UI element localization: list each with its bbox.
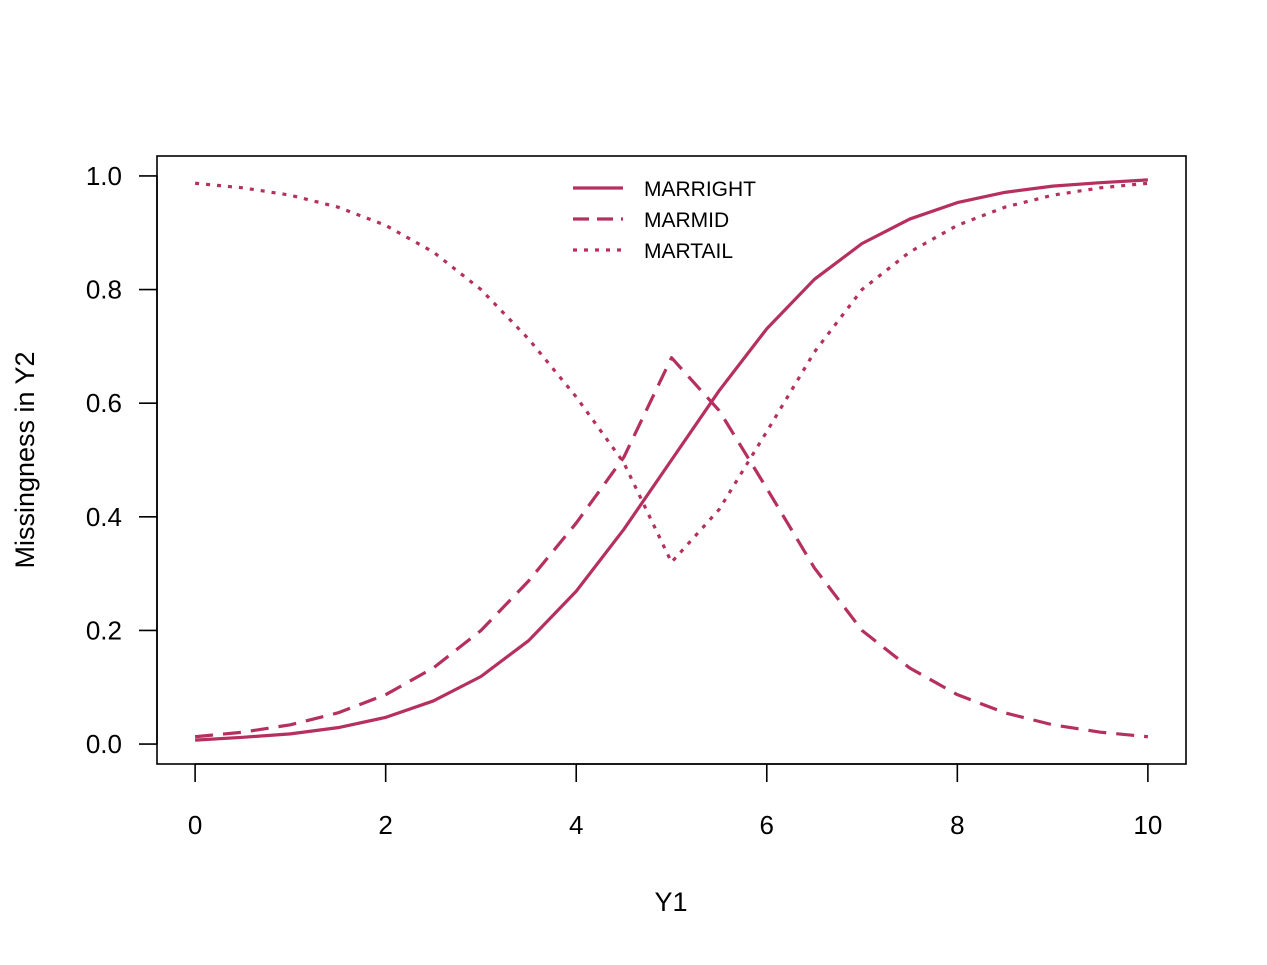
legend-label-martail: MARTAIL — [644, 240, 733, 263]
y-tick-label: 0.4 — [86, 502, 122, 532]
series-line-marmid — [194, 356, 1149, 739]
y-tick-label: 1.0 — [86, 161, 122, 191]
y-tick-label: 0.6 — [86, 388, 122, 418]
x-tick-label: 6 — [760, 810, 774, 840]
series-layer — [194, 178, 1149, 742]
x-tick-label: 10 — [1133, 810, 1162, 840]
legend: MARRIGHT MARMID MARTAIL — [573, 178, 756, 263]
x-axis: 0 2 4 6 8 10 — [188, 763, 1162, 840]
y-tick-label: 0.2 — [86, 615, 122, 645]
x-tick-label: 2 — [378, 810, 392, 840]
series-line-marright — [195, 178, 1148, 742]
legend-label-marright: MARRIGHT — [644, 178, 756, 201]
y-axis: 0.0 0.2 0.4 0.6 0.8 1.0 — [86, 161, 158, 759]
legend-label-marmid: MARMID — [644, 209, 729, 232]
x-tick-label: 0 — [188, 810, 202, 840]
y-axis-title: Missingness in Y2 — [10, 351, 40, 568]
y-tick-label: 0.8 — [86, 275, 122, 305]
x-axis-title: Y1 — [654, 887, 687, 917]
x-tick-label: 8 — [950, 810, 964, 840]
x-tick-label: 4 — [569, 810, 583, 840]
y-tick-label: 0.0 — [86, 729, 122, 759]
